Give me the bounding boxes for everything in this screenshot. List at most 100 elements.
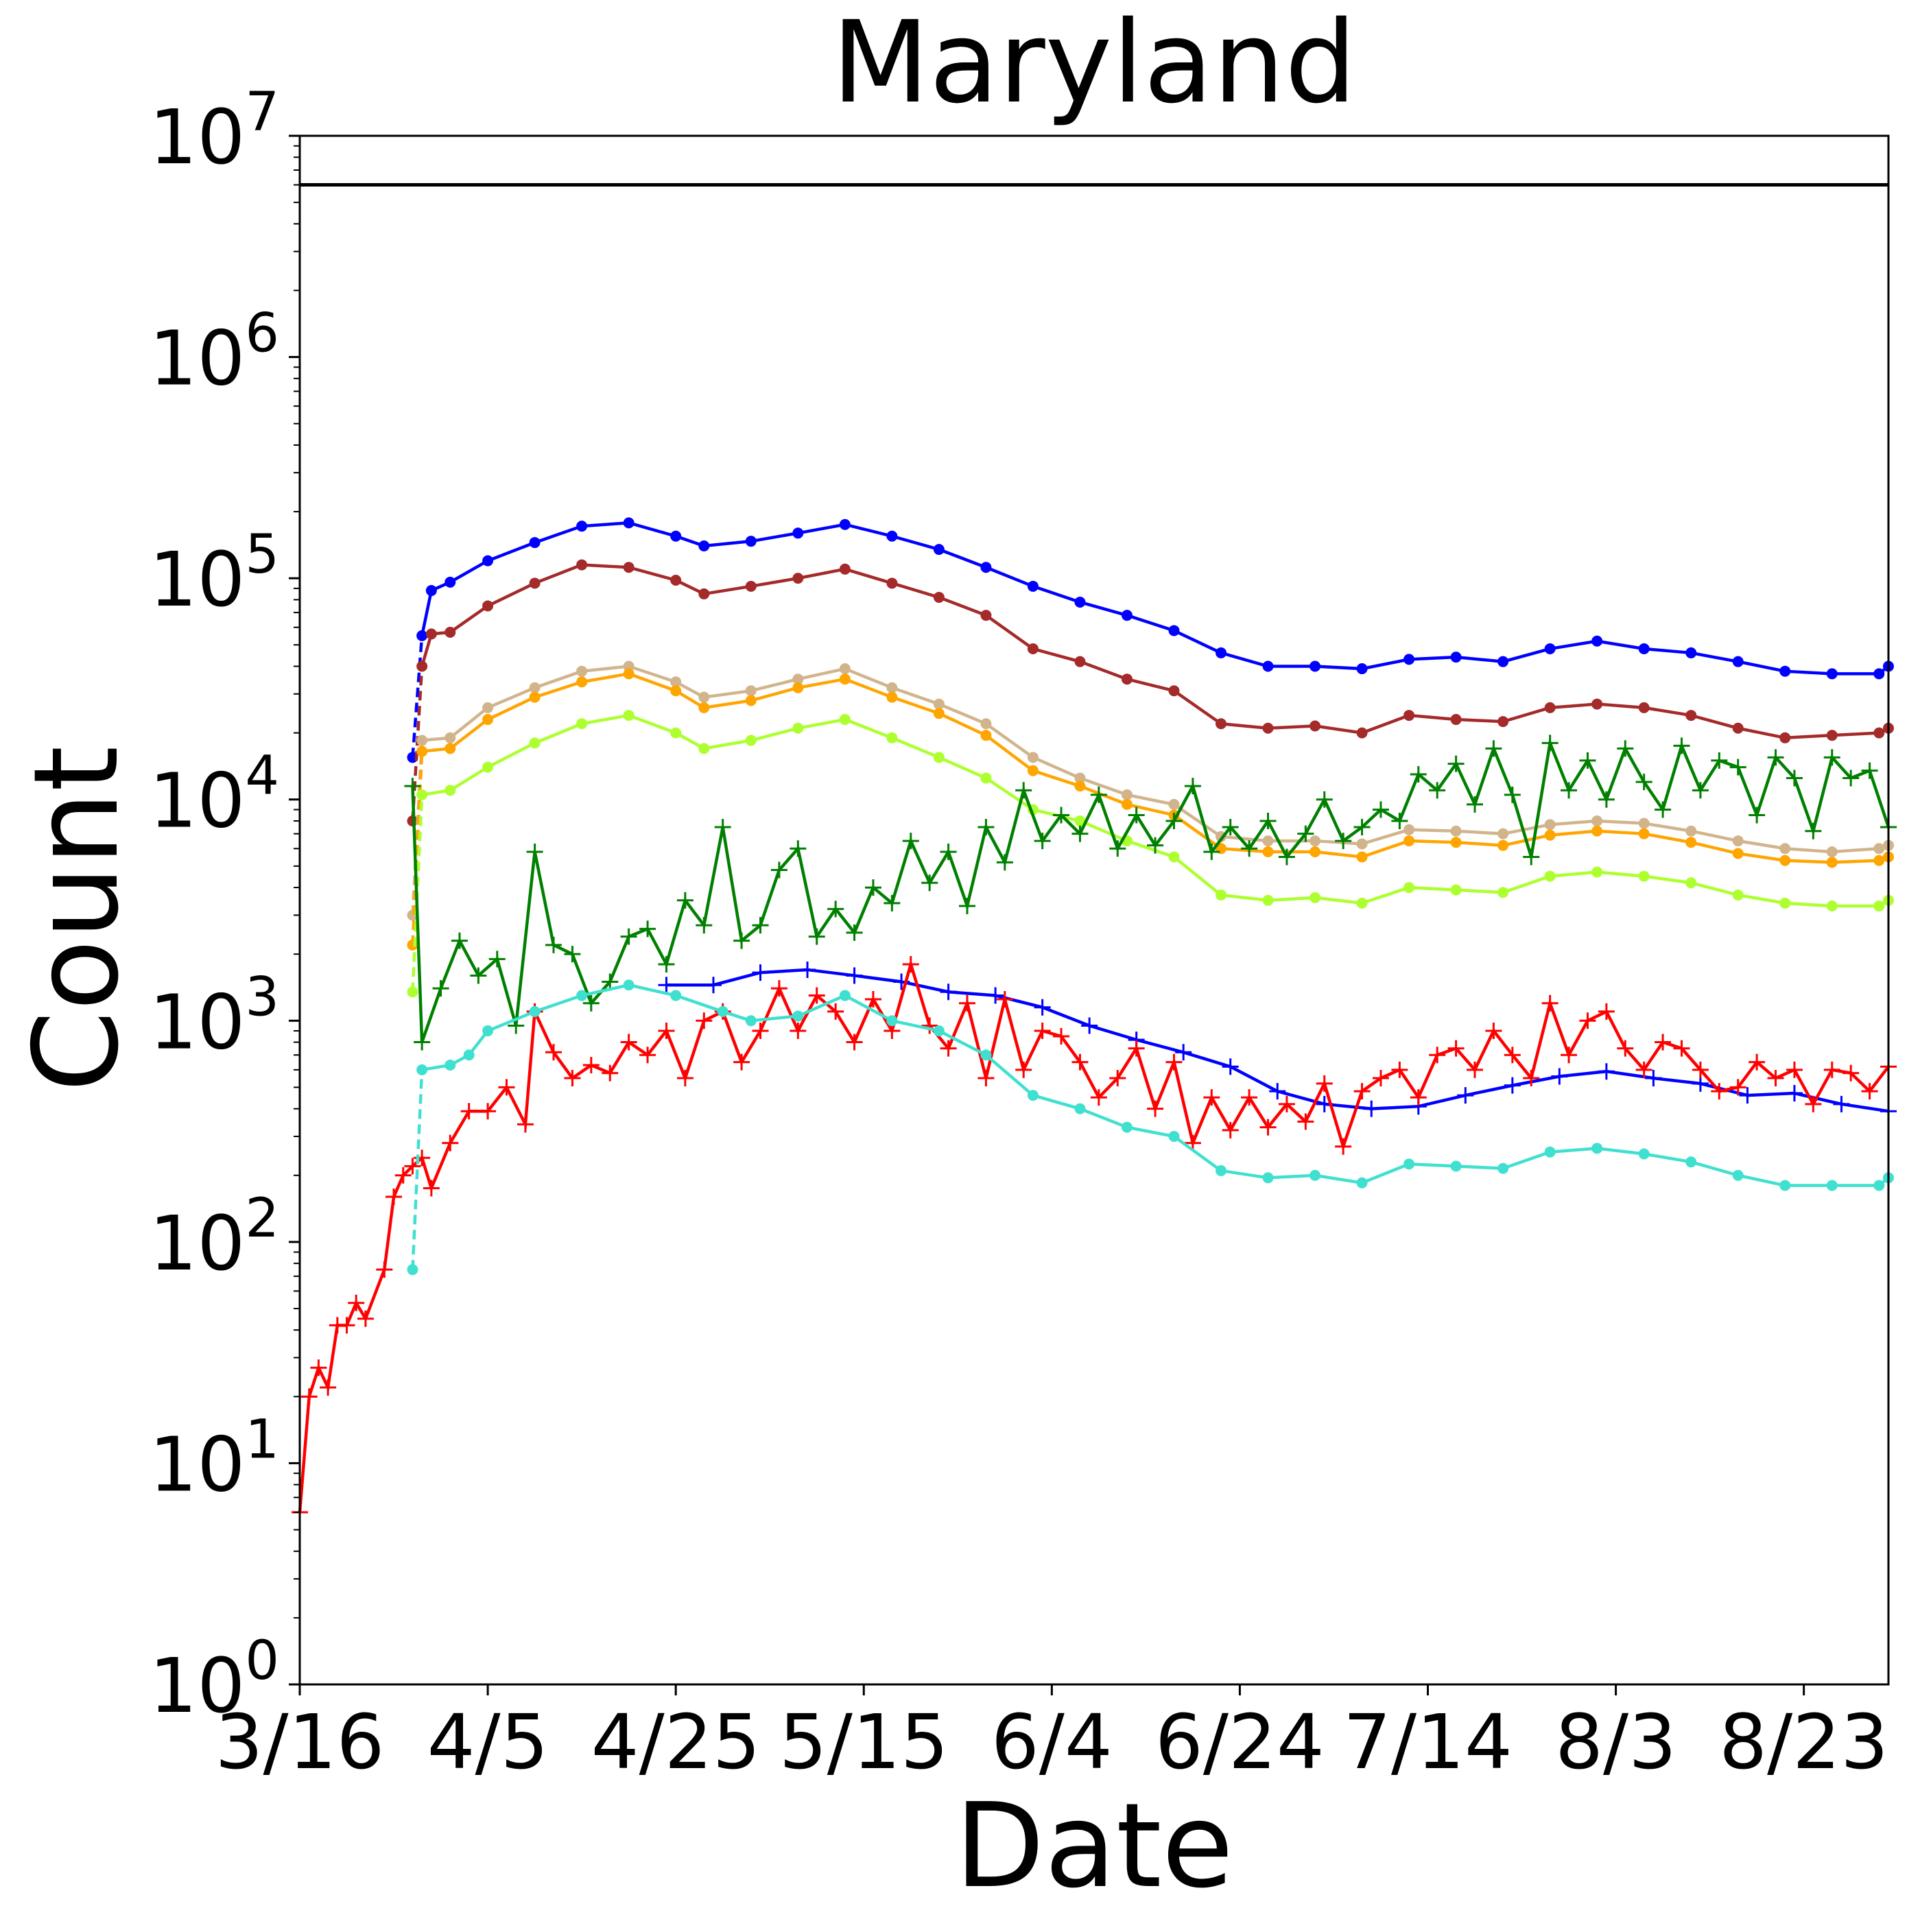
series-1-point <box>576 521 588 532</box>
series-3-point <box>670 676 682 688</box>
series-8-point <box>1504 1047 1521 1064</box>
series-3-point <box>839 663 851 675</box>
series-1-point <box>1873 668 1885 680</box>
series-2-point <box>1685 710 1697 721</box>
series-7-point <box>987 987 1004 1004</box>
series-4-point <box>1638 828 1650 839</box>
series-2-point <box>1591 698 1603 710</box>
series-3-point <box>980 718 992 730</box>
series-3-point <box>1497 828 1509 839</box>
series-7-point <box>846 967 863 984</box>
series-9-point <box>1168 1130 1180 1142</box>
series-1-point <box>1779 665 1791 677</box>
series-8-point <box>442 1134 459 1152</box>
series-4-point <box>1591 825 1603 837</box>
series-5-point <box>1732 890 1744 901</box>
series-6-point <box>1203 844 1220 861</box>
series-2-point <box>839 563 851 575</box>
series-3-point <box>416 735 428 746</box>
series-1-point <box>1027 580 1039 592</box>
series-6-point <box>1635 774 1652 791</box>
series-6-point <box>1861 762 1878 779</box>
series-8-point <box>1222 1121 1239 1138</box>
series-8-point <box>676 1070 694 1087</box>
series-3-point <box>1121 789 1133 800</box>
series-7-point <box>1034 999 1051 1016</box>
series-2-point <box>425 628 437 640</box>
series-3-point <box>1826 846 1838 858</box>
series-1-point <box>445 576 456 588</box>
series-8-point <box>310 1359 327 1376</box>
series-8-point <box>827 1003 844 1020</box>
series-9-point <box>1121 1121 1133 1133</box>
series-8-point <box>1372 1070 1389 1087</box>
series-6-point <box>977 819 995 836</box>
series-1-point <box>1074 596 1086 608</box>
x-tick-label: 6/4 <box>991 1698 1113 1786</box>
series-8-point <box>977 1070 995 1087</box>
series-8-point <box>1278 1095 1295 1112</box>
series-1-point <box>792 527 804 539</box>
series-8-point <box>790 1023 807 1040</box>
x-tick-label: 7/14 <box>1343 1698 1513 1786</box>
series-6-point <box>790 840 807 857</box>
series-9-point <box>717 1005 728 1017</box>
series-6-point <box>1165 812 1183 829</box>
series-7-point <box>799 961 816 978</box>
series-7-point <box>1081 1017 1098 1034</box>
series-7 <box>658 961 1897 1120</box>
series-6-point <box>1655 801 1672 818</box>
series-4-point <box>1403 835 1415 847</box>
series-2-point <box>576 559 588 571</box>
series-7-point <box>752 964 769 981</box>
series-4-point <box>1074 780 1086 792</box>
series-9-point <box>886 1015 898 1027</box>
series-4-point <box>1544 829 1556 841</box>
series-8-point <box>808 987 825 1004</box>
series-8-point <box>1823 1061 1840 1078</box>
series-6-point <box>1071 825 1089 842</box>
series-8-point <box>864 991 881 1008</box>
series-3-point <box>1262 835 1274 847</box>
series-2-point <box>745 580 757 592</box>
series-8-point <box>639 1047 656 1064</box>
series-8-point <box>1391 1061 1408 1078</box>
series-8-point <box>320 1379 337 1396</box>
series-8-point <box>1523 1070 1540 1087</box>
series-6-point <box>1561 782 1578 799</box>
series-6-point <box>1015 782 1032 799</box>
series-3-line <box>421 665 1889 854</box>
series-6-point <box>1372 801 1389 818</box>
series-8-point <box>423 1180 440 1197</box>
series-8-point <box>1015 1061 1032 1078</box>
series-3-point <box>1638 818 1650 829</box>
series-2-point <box>445 626 456 638</box>
series-8-point <box>996 991 1013 1008</box>
series-8-point <box>300 1388 318 1405</box>
series-5-point <box>670 727 682 739</box>
series-8-point <box>846 1034 863 1051</box>
series-4-line <box>421 672 1889 864</box>
series-8-point <box>1297 1113 1314 1130</box>
series-6-point <box>902 833 919 850</box>
series-6-point <box>1541 735 1558 752</box>
series-3-point <box>1074 772 1086 784</box>
series-2-point <box>623 562 635 573</box>
series-9-point <box>670 990 682 1001</box>
series-8-point <box>1805 1095 1822 1112</box>
series-3-point <box>1685 825 1697 837</box>
series-5-point <box>1356 897 1368 909</box>
series-6-point <box>1259 812 1277 829</box>
series-8-point <box>1635 1061 1652 1078</box>
series-9-point <box>576 990 588 1001</box>
series-2-point <box>670 574 682 586</box>
series-3-point <box>1732 835 1744 847</box>
series-6-point <box>564 946 581 963</box>
series-1-point <box>1121 610 1133 621</box>
x-tick-label: 6/24 <box>1155 1698 1325 1786</box>
series-6-point <box>1579 752 1596 769</box>
series-1-point <box>1685 647 1697 658</box>
series-3-point <box>1403 824 1415 835</box>
series-9-point <box>1826 1180 1838 1191</box>
